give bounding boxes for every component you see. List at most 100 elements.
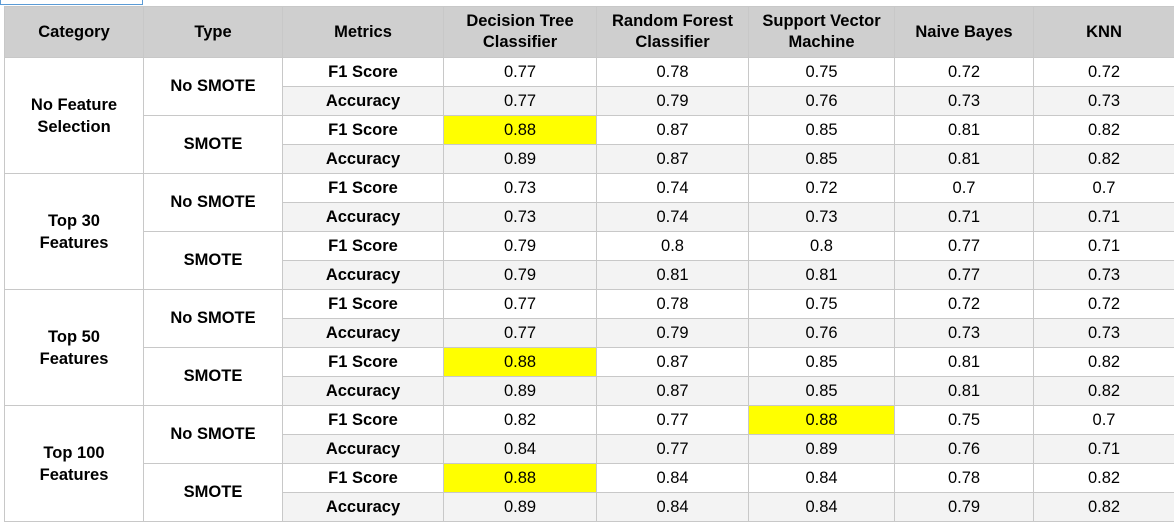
metric-cell: Accuracy (282, 202, 444, 232)
value-cell-random-forest: 0.79 (596, 318, 749, 348)
category-cell: Top 50 Features (4, 289, 144, 406)
value-cell-svm: 0.84 (748, 492, 895, 522)
value-cell-naive-bayes: 0.72 (894, 289, 1034, 319)
metric-cell: Accuracy (282, 86, 444, 116)
value-cell-random-forest: 0.84 (596, 463, 749, 493)
value-cell-decision-tree: 0.73 (443, 173, 597, 203)
value-cell-knn: 0.82 (1033, 144, 1174, 174)
value-cell-naive-bayes: 0.81 (894, 144, 1034, 174)
value-cell-naive-bayes: 0.73 (894, 318, 1034, 348)
value-cell-random-forest: 0.87 (596, 115, 749, 145)
table-row: Accuracy 0.89 0.87 0.85 0.81 0.82 (5, 144, 1174, 174)
metric-cell: Accuracy (282, 144, 444, 174)
value-cell-decision-tree: 0.77 (443, 86, 597, 116)
metric-cell: F1 Score (282, 405, 444, 435)
table-row: SMOTE F1 Score 0.88 0.87 0.85 0.81 0.82 (5, 115, 1174, 174)
metric-cell: F1 Score (282, 115, 444, 145)
table-row: Accuracy 0.79 0.81 0.81 0.77 0.73 (5, 260, 1174, 290)
value-cell-random-forest: 0.77 (596, 434, 749, 464)
value-cell-knn: 0.82 (1033, 492, 1174, 522)
metric-cell: F1 Score (282, 231, 444, 261)
type-cell: No SMOTE (143, 173, 283, 232)
type-cell: No SMOTE (143, 289, 283, 348)
header-random-forest: Random Forest Classifier (596, 6, 749, 58)
value-cell-naive-bayes: 0.76 (894, 434, 1034, 464)
results-table: Category Type Metrics Decision Tree Clas… (4, 6, 1174, 522)
header-random-forest-line1: Random Forest (611, 12, 733, 30)
value-cell-naive-bayes: 0.81 (894, 347, 1034, 377)
table-row: Top 30 Features No SMOTE F1 Score 0.73 0.74 0.… (4, 173, 1174, 290)
metric-cell: Accuracy (282, 260, 444, 290)
header-knn: KNN (1033, 6, 1174, 58)
value-cell-svm: 0.75 (748, 57, 895, 87)
category-label-line: Selection (37, 117, 111, 136)
value-cell-decision-tree: 0.79 (443, 231, 597, 261)
value-cell-decision-tree: 0.77 (443, 318, 597, 348)
value-cell-naive-bayes: 0.81 (894, 376, 1034, 406)
value-cell-svm: 0.75 (748, 289, 895, 319)
value-cell-naive-bayes: 0.77 (894, 260, 1034, 290)
value-cell-random-forest: 0.77 (596, 405, 749, 435)
header-decision-tree: Decision Tree Classifier (443, 6, 597, 58)
metric-cell: Accuracy (282, 376, 444, 406)
value-cell-decision-tree: 0.89 (443, 144, 597, 174)
table-row: Accuracy 0.77 0.79 0.76 0.73 0.73 (5, 318, 1174, 348)
value-cell-random-forest: 0.81 (596, 260, 749, 290)
value-cell-knn: 0.71 (1033, 231, 1174, 261)
category-label-line: Features (39, 465, 109, 484)
value-cell-knn: 0.82 (1033, 115, 1174, 145)
category-label-line: Top 50 (48, 327, 100, 346)
value-cell-naive-bayes: 0.77 (894, 231, 1034, 261)
value-cell-knn: 0.72 (1033, 289, 1174, 319)
value-cell-decision-tree: 0.82 (443, 405, 597, 435)
header-naive-bayes: Naive Bayes (894, 6, 1034, 58)
value-cell-svm: 0.85 (748, 115, 895, 145)
header-svm: Support Vector Machine (748, 6, 895, 58)
value-cell-svm: 0.85 (748, 144, 895, 174)
value-cell-random-forest: 0.8 (596, 231, 749, 261)
type-cell: No SMOTE (143, 57, 283, 116)
header-svm-line2: Machine (788, 33, 855, 51)
value-cell-svm: 0.85 (748, 376, 895, 406)
value-cell-knn: 0.71 (1033, 202, 1174, 232)
type-cell: No SMOTE (143, 405, 283, 464)
value-cell-decision-tree: 0.88 (443, 347, 597, 377)
category-label-line: Features (39, 233, 109, 252)
header-row: Category Type Metrics Decision Tree Clas… (4, 6, 1174, 58)
value-cell-knn: 0.82 (1033, 376, 1174, 406)
value-cell-svm: 0.72 (748, 173, 895, 203)
metric-cell: F1 Score (282, 347, 444, 377)
metric-cell: F1 Score (282, 463, 444, 493)
metric-cell: F1 Score (282, 173, 444, 203)
table-row: Accuracy 0.73 0.74 0.73 0.71 0.71 (5, 202, 1174, 232)
header-random-forest-line2: Classifier (635, 33, 710, 51)
category-cell: Top 100 Features (4, 405, 144, 522)
value-cell-decision-tree: 0.77 (443, 57, 597, 87)
value-cell-svm: 0.89 (748, 434, 895, 464)
value-cell-knn: 0.71 (1033, 434, 1174, 464)
table-row: Accuracy 0.84 0.77 0.89 0.76 0.71 (5, 434, 1174, 464)
value-cell-decision-tree: 0.88 (443, 115, 597, 145)
selection-marker (0, 0, 143, 5)
metric-cell: Accuracy (282, 492, 444, 522)
value-cell-decision-tree: 0.79 (443, 260, 597, 290)
table-row: SMOTE F1 Score 0.88 0.84 0.84 0.78 0.82 (5, 463, 1174, 522)
table-row: Top 100 Features No SMOTE F1 Score 0.82 0.77 0… (4, 405, 1174, 522)
table-row: Accuracy 0.77 0.79 0.76 0.73 0.73 (5, 86, 1174, 116)
table-row: SMOTE F1 Score 0.79 0.8 0.8 0.77 0.71 (5, 231, 1174, 290)
category-label-line: Top 30 (48, 211, 100, 230)
metric-cell: Accuracy (282, 434, 444, 464)
value-cell-knn: 0.7 (1033, 405, 1174, 435)
header-type: Type (143, 6, 283, 58)
value-cell-random-forest: 0.79 (596, 86, 749, 116)
table-row: Accuracy 0.89 0.87 0.85 0.81 0.82 (5, 376, 1174, 406)
header-decision-tree-line2: Classifier (482, 33, 558, 51)
value-cell-random-forest: 0.87 (596, 144, 749, 174)
category-label-line: No Feature (30, 95, 118, 114)
value-cell-random-forest: 0.87 (596, 376, 749, 406)
value-cell-svm: 0.88 (748, 405, 895, 435)
metric-cell: F1 Score (282, 57, 444, 87)
category-label-line: Features (39, 349, 109, 368)
type-cell: SMOTE (143, 231, 283, 290)
type-cell: SMOTE (143, 115, 283, 174)
